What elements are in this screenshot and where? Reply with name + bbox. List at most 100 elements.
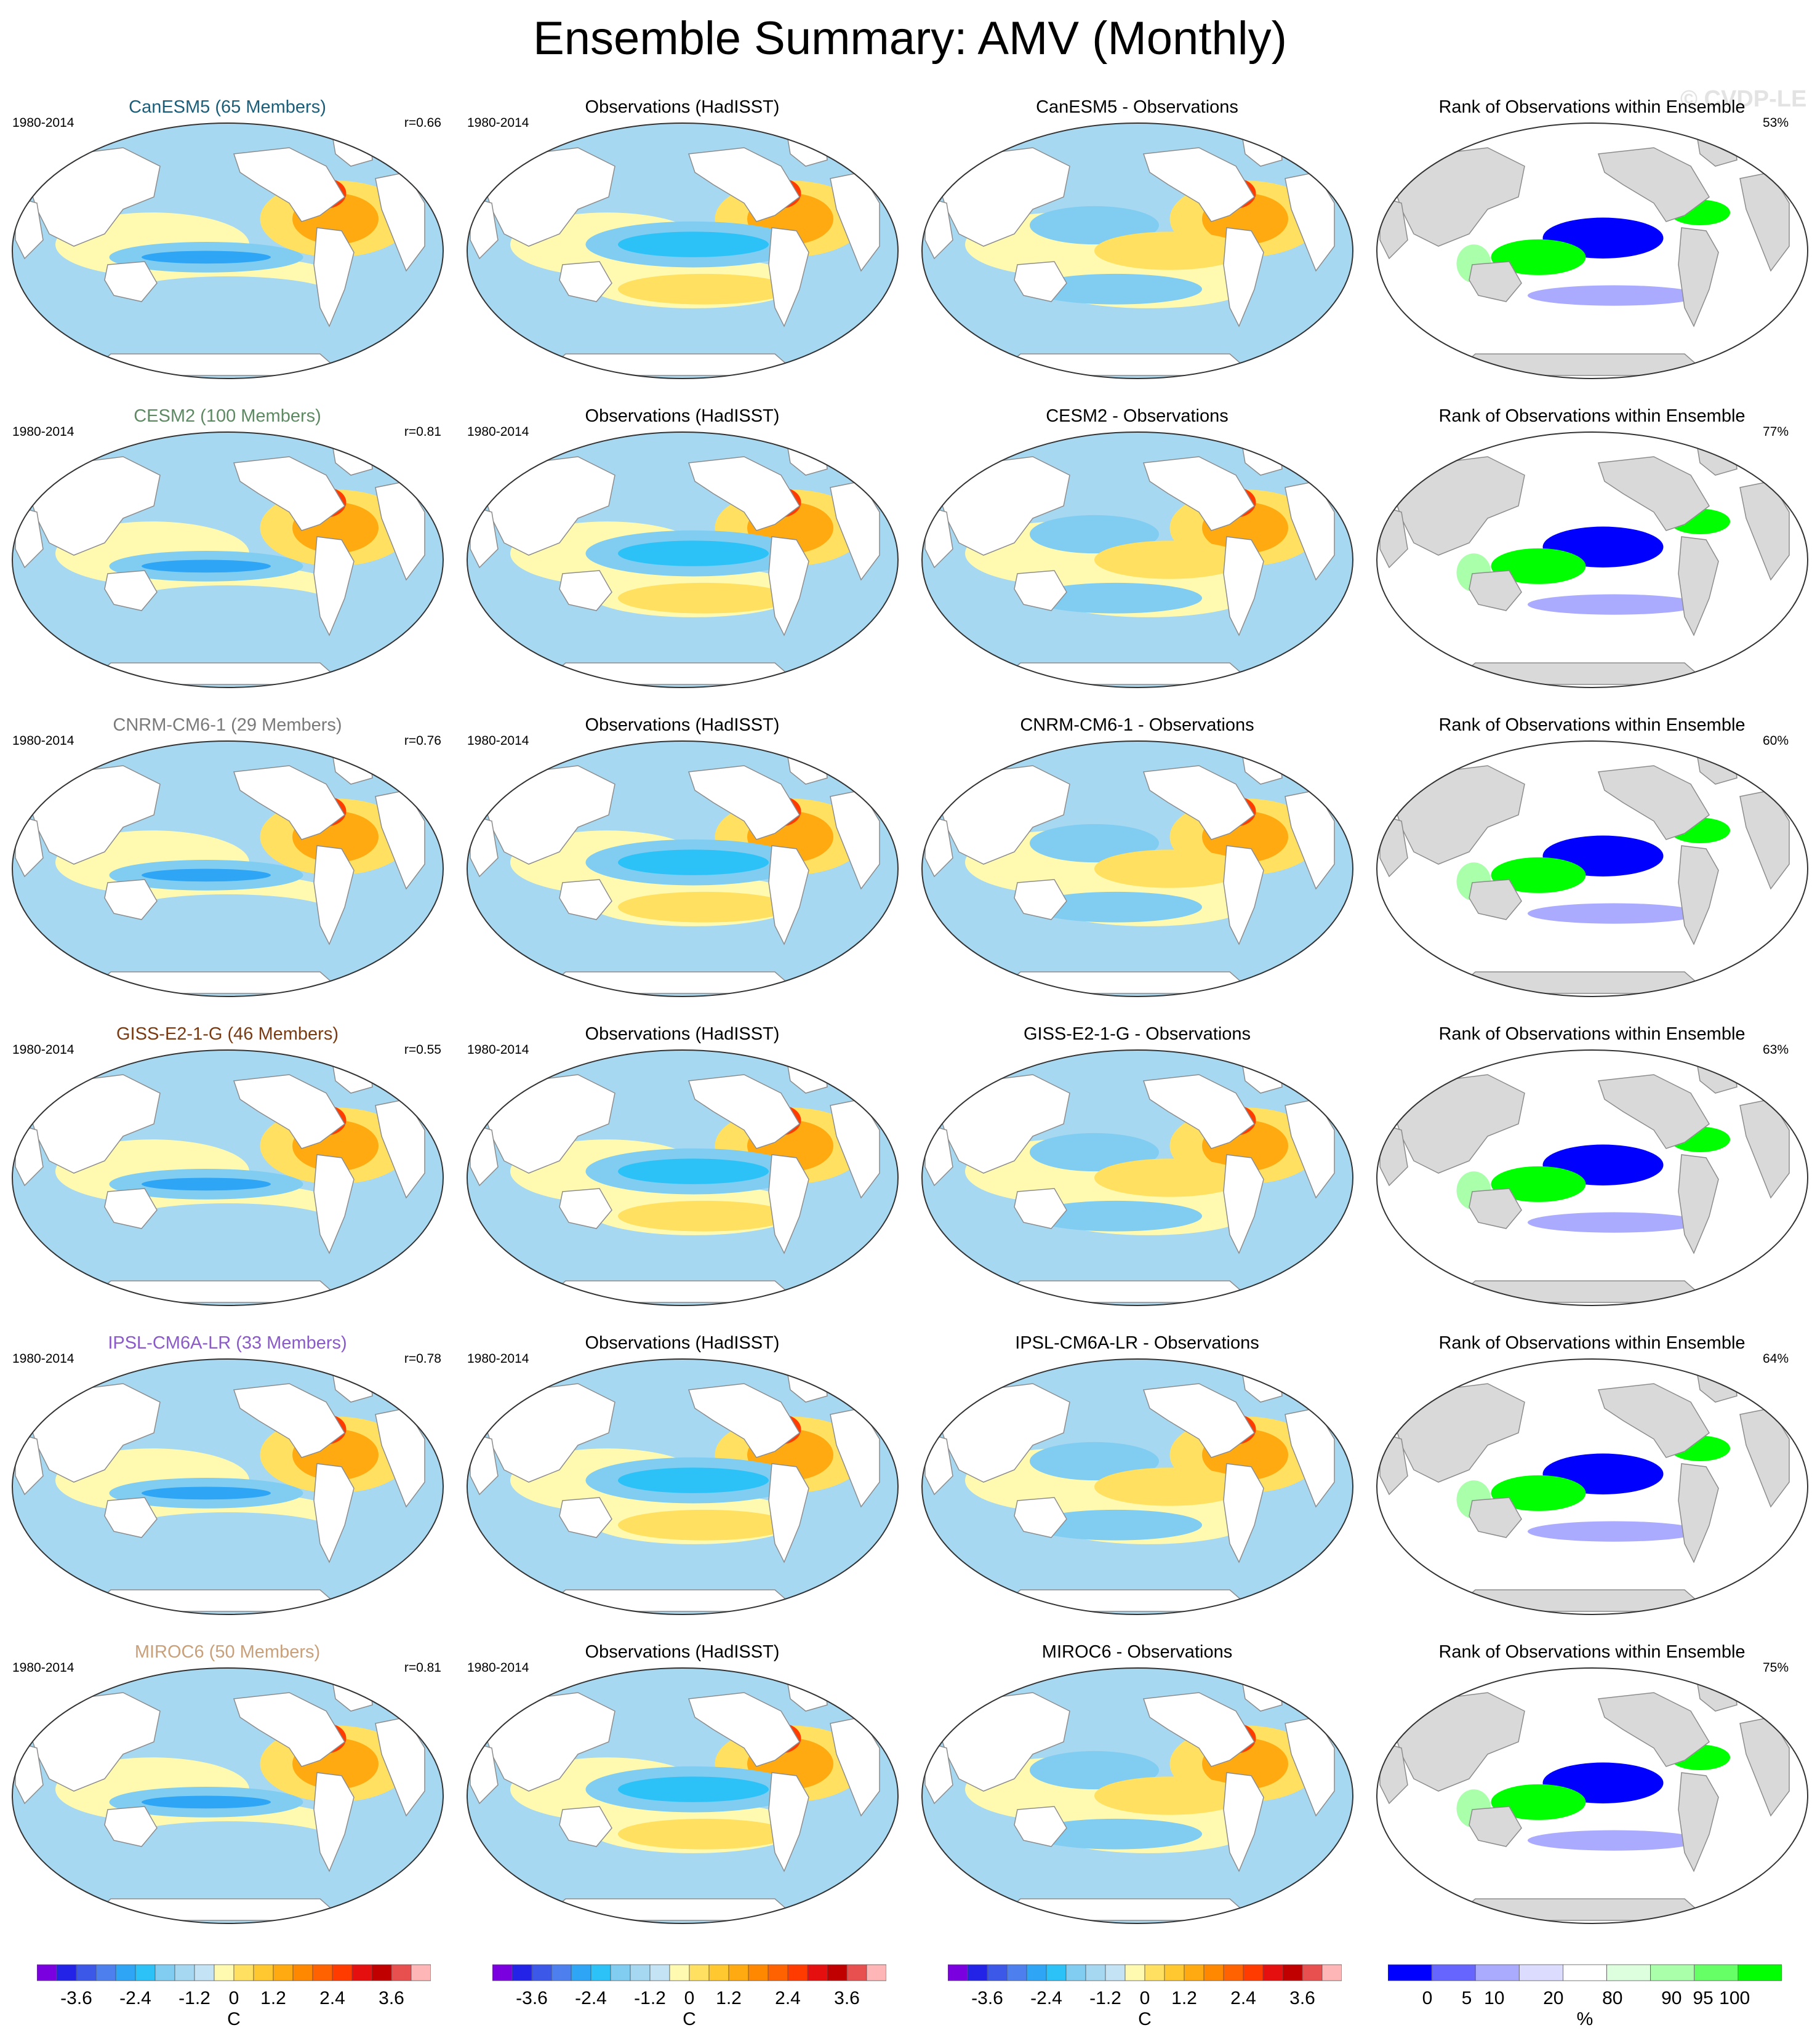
obs-panel: Observations (HadISST) 1980-2014 [455,401,910,710]
map [467,431,899,688]
field-layer [467,432,898,688]
land-mass [559,879,612,920]
rank-percent: 63% [1762,1043,1789,1057]
colorbar-swatch [1065,1964,1086,1981]
colorbar-swatch [233,1964,254,1981]
land-mass [233,1692,345,1767]
land-mass [1449,1589,1710,1612]
land-mass [559,1806,612,1847]
land-mass [1469,261,1522,302]
warm-region [1094,1776,1245,1815]
land-mass [1678,1772,1719,1872]
land-mass [104,1188,158,1229]
colorbar-swatch [135,1964,156,1981]
map-border [921,431,1353,688]
land-mass [1142,765,1255,840]
cool-core [618,1158,769,1184]
land-mass [1597,1383,1710,1458]
colorbar-swatches [36,1964,431,1981]
colorbar-swatch [1302,1964,1323,1981]
land-mass [1449,1280,1710,1303]
colorbar-tick-label: -1.2 [1089,1988,1121,2008]
colorbar-swatch [807,1964,828,1981]
colorbar-swatch [987,1964,1008,1981]
field-layer [467,741,898,996]
colorbar-swatch [56,1964,77,1981]
cool-core [618,1776,769,1802]
cool-band [120,894,335,933]
map-border [12,1049,444,1306]
colorbar-swatch [115,1964,136,1981]
land-mass [104,570,158,611]
field-layer [467,1668,898,1923]
low-rank-band [1528,1521,1700,1542]
period-label: 1980-2014 [467,1352,529,1366]
field-layer [467,1359,898,1614]
land-mass [233,765,345,840]
warm-band [618,1509,790,1541]
colorbar-swatch [154,1964,175,1981]
colorbar-swatch [1105,1964,1126,1981]
field-layer [467,123,898,379]
colorbar-swatch [1475,1964,1520,1981]
rank-layer [1377,741,1808,996]
obs-panel: Observations (HadISST) 1980-2014 [455,1637,910,1946]
colorbar-swatch [253,1964,274,1981]
cool-band [120,1821,335,1860]
high-rank-region [1491,1166,1586,1202]
colorbar-tick-label: 3.6 [1289,1988,1315,2008]
land-mass [1678,1154,1719,1254]
map [12,1667,444,1924]
land-mass [559,261,612,302]
map [1376,431,1808,688]
warm-band [618,582,790,614]
colorbar-swatch [708,1964,729,1981]
cool-band [1030,582,1202,614]
colorbar-unit: C [227,2009,241,2029]
colorbar-swatch [590,1964,611,1981]
colorbar-swatch [214,1964,235,1981]
colorbar-swatch [1046,1964,1067,1981]
land-mass [995,1898,1256,1921]
cool-core [618,849,769,875]
colorbar-swatch [1223,1964,1244,1981]
period-label: 1980-2014 [12,425,74,439]
field-layer [922,123,1353,379]
cool-core [618,1467,769,1493]
cool-core [142,1177,271,1191]
rank-panel: Rank of Observations within Ensemble 64% [1365,1328,1819,1637]
land-mass [1223,227,1264,327]
obs-panel: Observations (HadISST) 1980-2014 [455,92,910,401]
watermark: © CVDP-LE [1680,86,1807,112]
land-mass [233,1074,345,1149]
colorbar-swatch [371,1964,392,1981]
land-mass [313,536,355,636]
rank-title: Rank of Observations within Ensemble [1438,1024,1746,1044]
map-border [921,1358,1353,1615]
colorbar-swatch [511,1964,532,1981]
map-border [1376,122,1808,379]
map [467,1049,899,1306]
land-mass [1469,1188,1522,1229]
low-rank-band [1528,594,1700,615]
colorbar-swatch [967,1964,988,1981]
colorbar-swatch [95,1964,116,1981]
colorbar-swatch [1321,1964,1342,1981]
map [1376,1667,1808,1924]
map-border [467,1667,899,1924]
cool-band [1030,1200,1202,1232]
cool-band [120,1203,335,1242]
field-layer [12,432,443,688]
land-mass [540,1589,801,1612]
colorbar-tick-label: -2.4 [1030,1988,1062,2008]
cool-core [142,868,271,882]
colorbar-tick-label: 0 [1139,1988,1150,2008]
land-mass [768,1154,809,1254]
colorbar-swatch [610,1964,631,1981]
colorbar-tick-label: -2.4 [575,1988,607,2008]
land-mass [233,147,345,222]
land-mass [85,1589,346,1612]
colorbar-swatch [649,1964,670,1981]
colorbar-swatch [492,1964,513,1981]
colorbar-tick-label: -1.2 [634,1988,666,2008]
